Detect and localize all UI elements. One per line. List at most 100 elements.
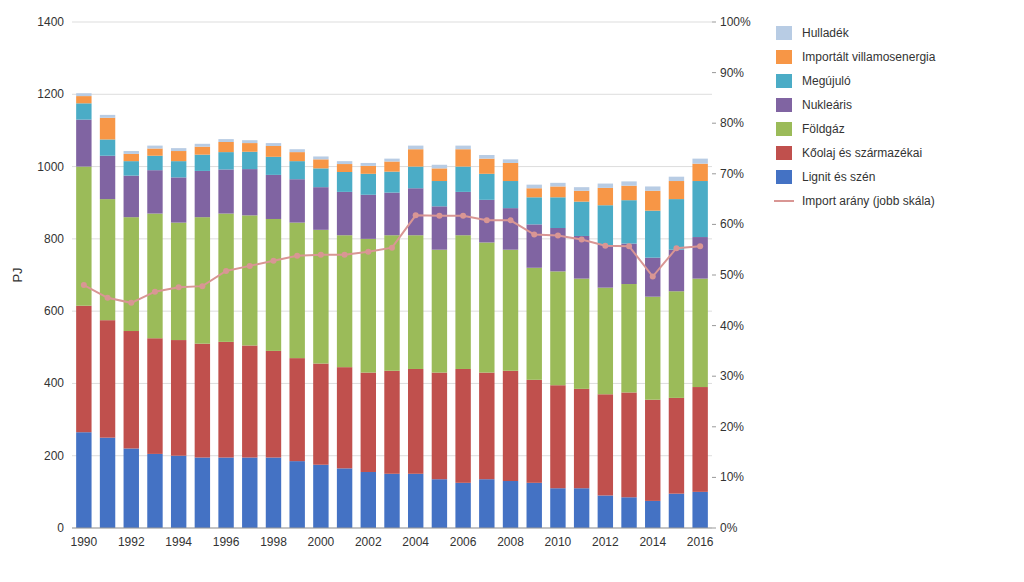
- bar: [76, 120, 91, 167]
- bar-series: [76, 120, 708, 297]
- bar: [408, 474, 423, 528]
- bar: [76, 96, 91, 103]
- y2-tick-label: 70%: [720, 167, 744, 181]
- y2-tick: [712, 376, 716, 377]
- bar: [574, 236, 589, 279]
- x-tick-label: 2016: [687, 535, 714, 549]
- page: {"chart_data": { "type": "bar", "stacked…: [0, 0, 1024, 582]
- y-tick-label: 200: [44, 449, 64, 463]
- legend-swatch: [776, 50, 792, 64]
- bar: [384, 235, 399, 371]
- x-tick-label: 2014: [639, 535, 666, 549]
- bar: [574, 191, 589, 202]
- line-marker: [318, 252, 324, 258]
- bar: [408, 235, 423, 369]
- line-marker: [81, 282, 87, 288]
- bar: [171, 340, 186, 456]
- bar: [479, 242, 494, 372]
- x-tick-label: 2008: [497, 535, 524, 549]
- bar: [195, 344, 210, 458]
- line-marker: [697, 243, 703, 249]
- legend-swatch: [776, 74, 792, 88]
- bar: [171, 177, 186, 222]
- y-tick-label: 0: [57, 521, 64, 535]
- bar: [479, 159, 494, 174]
- line-marker: [555, 233, 561, 239]
- line-marker: [673, 245, 679, 251]
- bar: [692, 387, 707, 492]
- y2-tick-label: 90%: [720, 66, 744, 80]
- bar: [195, 147, 210, 155]
- bar: [598, 188, 613, 205]
- bar: [479, 155, 494, 159]
- bar: [574, 187, 589, 191]
- line-marker: [579, 237, 585, 243]
- bar: [218, 169, 233, 213]
- bar: [479, 373, 494, 480]
- legend-label: Nukleáris: [802, 98, 852, 112]
- bar: [242, 215, 257, 345]
- y2-tick-label: 50%: [720, 268, 744, 282]
- bar: [337, 367, 352, 468]
- bar: [147, 214, 162, 339]
- bar: [621, 497, 636, 528]
- bar: [313, 230, 328, 364]
- y2-tick-label: 100%: [720, 15, 751, 29]
- bar: [574, 279, 589, 389]
- bar: [100, 156, 115, 199]
- bar-series: [76, 93, 708, 191]
- bar: [479, 479, 494, 528]
- bar: [384, 193, 399, 236]
- y2-tick: [712, 325, 716, 326]
- bar: [313, 159, 328, 168]
- bar: [171, 223, 186, 340]
- x-tick-label: 2004: [402, 535, 429, 549]
- bar: [218, 142, 233, 152]
- legend-label: Kőolaj és származékai: [802, 146, 922, 160]
- bar: [550, 271, 565, 385]
- bar: [574, 202, 589, 236]
- line-marker: [365, 249, 371, 255]
- bar: [361, 163, 376, 166]
- bar: [621, 244, 636, 284]
- x-tick-label: 2010: [545, 535, 572, 549]
- bar: [598, 394, 613, 495]
- chart: 02004006008001000120014000%10%20%30%40%5…: [0, 0, 1024, 582]
- bar: [645, 211, 660, 258]
- line-marker: [389, 245, 395, 251]
- bar: [527, 268, 542, 380]
- bar-series: [76, 167, 708, 400]
- bar: [384, 172, 399, 193]
- y-tick-label: 1400: [37, 15, 64, 29]
- bar: [147, 338, 162, 454]
- bar: [124, 151, 139, 154]
- bar: [218, 342, 233, 458]
- line-marker: [508, 217, 514, 223]
- bar: [550, 197, 565, 228]
- bar: [313, 168, 328, 187]
- bar: [574, 389, 589, 488]
- y-tick-label: 1000: [37, 160, 64, 174]
- y-tick-label: 800: [44, 232, 64, 246]
- bar: [171, 456, 186, 528]
- bar: [242, 140, 257, 143]
- bar: [361, 472, 376, 528]
- bar: [621, 392, 636, 497]
- line-marker: [626, 243, 632, 249]
- bar: [432, 168, 447, 181]
- y2-tick-label: 80%: [720, 116, 744, 130]
- bar: [100, 438, 115, 528]
- bar: [550, 488, 565, 528]
- bar: [432, 373, 447, 480]
- grid-line: [72, 22, 712, 23]
- bar: [621, 284, 636, 392]
- bar: [432, 250, 447, 373]
- bar: [289, 358, 304, 461]
- line-marker: [294, 253, 300, 259]
- bar: [621, 200, 636, 243]
- bar: [124, 331, 139, 448]
- grid-line: [72, 94, 712, 95]
- bar: [266, 351, 281, 458]
- bar: [124, 217, 139, 331]
- y2-tick-label: 60%: [720, 217, 744, 231]
